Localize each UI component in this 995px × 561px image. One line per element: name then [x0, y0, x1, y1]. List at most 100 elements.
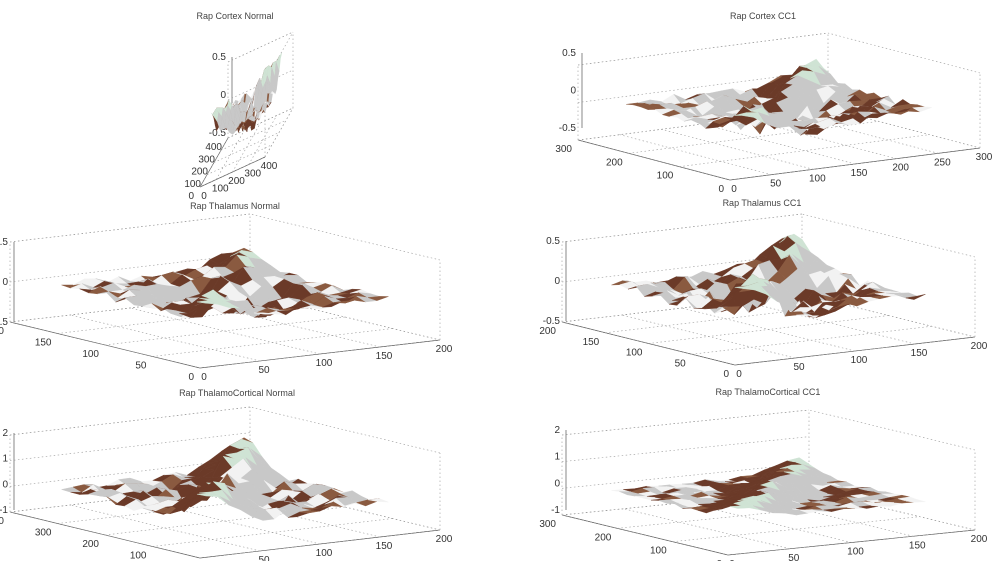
panel-title: Rap Thalamus CC1 — [723, 198, 802, 208]
x-tick-label: 200 — [436, 534, 453, 545]
grid-line — [727, 529, 976, 556]
y-tick-label: 0 — [718, 184, 724, 195]
grid-line — [648, 315, 889, 344]
surface-mesh — [611, 233, 926, 318]
z-tick-label: 0.5 — [0, 237, 8, 248]
grid-line — [808, 489, 976, 531]
grid-line — [561, 463, 810, 489]
y-axis — [577, 139, 731, 181]
y-tick-label: 100 — [657, 171, 674, 182]
y-tick-label: 300 — [198, 154, 215, 165]
grid-line — [577, 32, 829, 66]
grid-line — [189, 300, 381, 348]
x-tick-label: 100 — [851, 355, 868, 366]
grid-line — [577, 32, 829, 66]
x-tick-label: 100 — [809, 173, 826, 184]
y-tick-label: 0 — [188, 191, 194, 202]
y-tick-label: 400 — [205, 142, 222, 153]
grid-line — [189, 490, 381, 538]
grid-line — [152, 328, 393, 357]
surface-mesh — [211, 52, 283, 135]
y-tick-label: 150 — [35, 338, 52, 349]
grid-line — [227, 31, 294, 63]
surface-mesh — [626, 58, 932, 136]
x-tick-label: 0 — [201, 372, 207, 383]
z-tick-label: 0 — [554, 276, 560, 287]
surface-panel: Rap Cortex CC1 0.5 0 -0.5 0 50 100 150 200 250 300… — [555, 11, 992, 195]
y-tick-label: 100 — [650, 546, 667, 557]
grid-line — [249, 406, 441, 454]
y-tick-label: 300 — [35, 528, 52, 539]
grid-line — [623, 508, 790, 550]
grid-line — [801, 213, 976, 258]
y-tick-label: 200 — [595, 532, 612, 543]
y-tick-label: 100 — [130, 551, 147, 561]
surface-panel: Rap Cortex Normal0.50-0.5010020030040040… — [184, 11, 294, 202]
surface-facet — [905, 499, 926, 503]
z-tick-label: 0.5 — [546, 236, 560, 247]
grid-line — [691, 325, 932, 355]
z-tick-label: 2 — [2, 428, 8, 439]
surface-mesh — [611, 457, 926, 516]
grid-line — [672, 516, 920, 542]
panel-title: Rap Cortex Normal — [196, 11, 273, 21]
y-tick-label: 300 — [539, 519, 556, 530]
x-tick-label: 200 — [436, 344, 453, 355]
panel-title: Rap ThalamoCortical Normal — [179, 388, 295, 398]
z-tick-label: 0 — [554, 478, 560, 489]
y-tick-label: 200 — [82, 539, 99, 550]
surface-panel: Rap Thalamus Normal 0.5 0 -0.5 0 50 100 150 200 2… — [0, 201, 453, 383]
grid-line — [827, 32, 981, 74]
grid-line — [249, 293, 441, 341]
grid-line — [619, 134, 772, 175]
z-tick-label: -0.5 — [559, 123, 577, 134]
z-tick-label: 1 — [2, 454, 8, 465]
surface-mesh — [61, 437, 389, 521]
grid-line — [747, 495, 914, 537]
x-tick-label: 250 — [934, 157, 951, 168]
x-tick-label: 150 — [376, 351, 393, 362]
y-tick-label: 200 — [606, 157, 623, 168]
y-tick-label: 100 — [184, 179, 201, 190]
x-tick-label: 100 — [316, 358, 333, 369]
y-tick-label: 150 — [583, 337, 600, 348]
grid-line — [561, 213, 803, 243]
y-tick-label: 200 — [191, 167, 208, 178]
z-tick-label: -0.5 — [543, 316, 561, 327]
grid-line — [199, 339, 441, 369]
grid-line — [9, 213, 251, 243]
grid-line — [129, 497, 321, 545]
x-tick-label: 100 — [316, 548, 333, 559]
grid-line — [9, 321, 201, 369]
grid-line — [69, 314, 261, 362]
y-tick-label: 0 — [716, 559, 722, 561]
x-tick-label: 50 — [258, 555, 270, 561]
x-tick-label: 50 — [788, 553, 800, 561]
x-tick-label: 200 — [971, 534, 988, 545]
y-tick-label: 0 — [723, 369, 729, 380]
z-tick-label: 1 — [554, 452, 560, 463]
z-tick-label: -1 — [0, 505, 8, 516]
x-tick-label: 200 — [228, 176, 245, 187]
y-tick-label: 100 — [82, 349, 99, 360]
grid-line — [69, 504, 261, 552]
grid-line — [129, 307, 321, 355]
grid-line — [561, 514, 729, 556]
x-tick-label: 200 — [971, 341, 988, 352]
grid-line — [9, 432, 251, 461]
grid-line — [249, 213, 441, 261]
surface-panel: Rap ThalamoCortical Normal210-1050100150… — [0, 388, 453, 561]
grid-line — [215, 130, 245, 180]
grid-line — [9, 511, 201, 559]
x-tick-label: 150 — [911, 348, 928, 359]
grid-line — [248, 115, 278, 165]
surface-facet — [367, 296, 389, 301]
x-tick-label: 200 — [892, 163, 909, 174]
panel-title: Rap Thalamus Normal — [190, 201, 280, 211]
grid-line — [617, 503, 865, 529]
grid-line — [249, 483, 441, 531]
grid-line — [232, 122, 261, 173]
x-tick-label: 100 — [212, 184, 229, 195]
surface-facet — [905, 294, 926, 300]
